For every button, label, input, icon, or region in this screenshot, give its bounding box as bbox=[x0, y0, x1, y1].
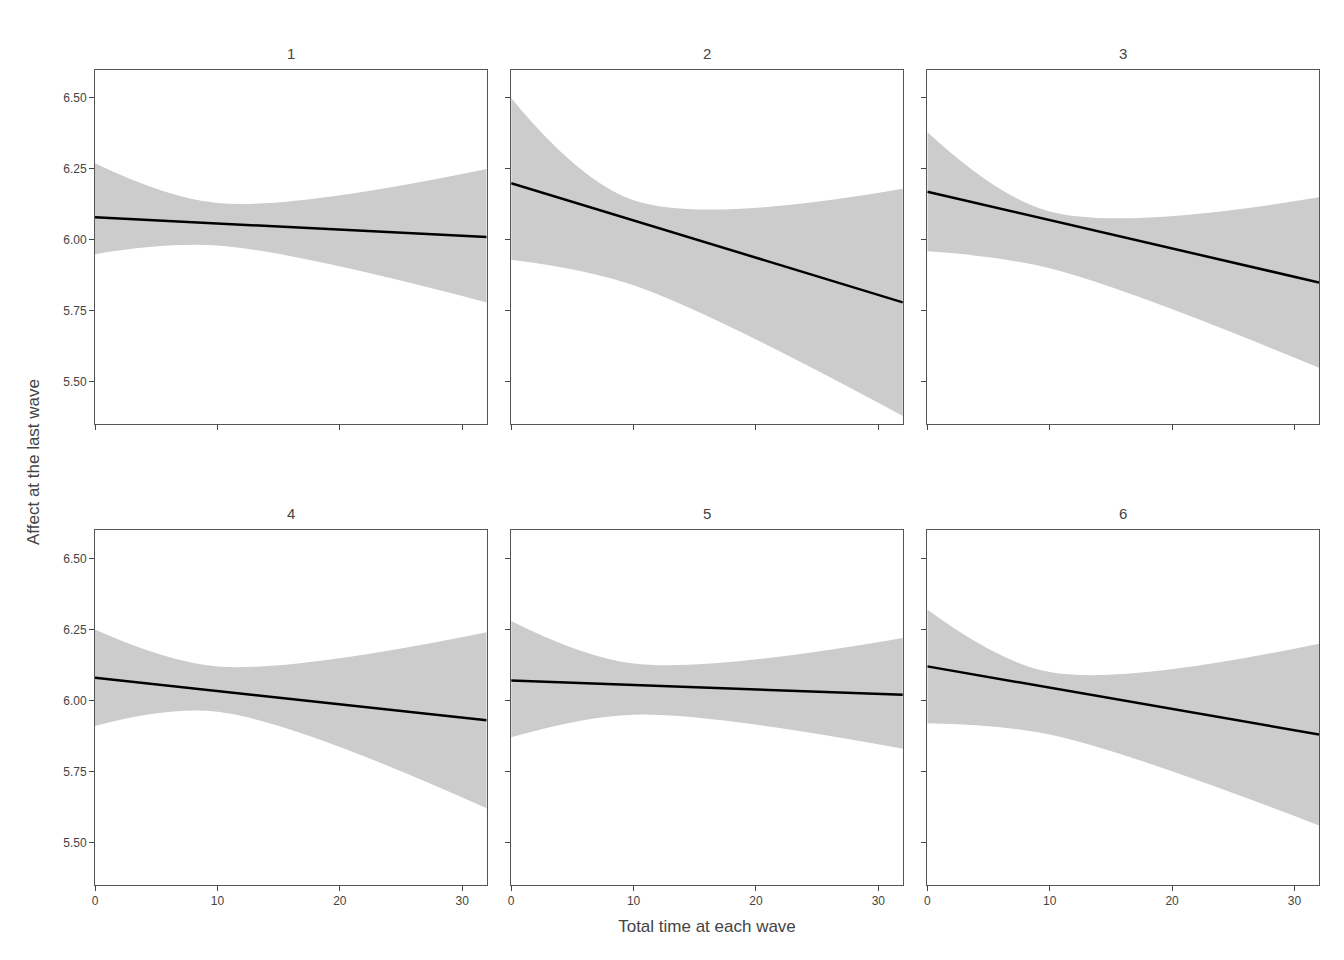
svg-text:5: 5 bbox=[703, 505, 711, 522]
svg-text:20: 20 bbox=[333, 894, 347, 908]
svg-text:20: 20 bbox=[749, 894, 763, 908]
svg-text:Affect at the last wave: Affect at the last wave bbox=[24, 379, 43, 545]
svg-text:2: 2 bbox=[703, 45, 711, 62]
svg-text:10: 10 bbox=[627, 894, 641, 908]
svg-text:3: 3 bbox=[1119, 45, 1127, 62]
svg-text:5.75: 5.75 bbox=[63, 304, 87, 318]
svg-text:6: 6 bbox=[1119, 505, 1127, 522]
svg-text:0: 0 bbox=[508, 894, 515, 908]
svg-text:6.00: 6.00 bbox=[63, 233, 87, 247]
svg-text:10: 10 bbox=[1043, 894, 1057, 908]
svg-text:5.75: 5.75 bbox=[63, 765, 87, 779]
svg-text:Total time at each wave: Total time at each wave bbox=[618, 917, 796, 936]
svg-text:1: 1 bbox=[287, 45, 295, 62]
svg-text:6.25: 6.25 bbox=[63, 623, 87, 637]
svg-text:20: 20 bbox=[1165, 894, 1179, 908]
svg-text:6.00: 6.00 bbox=[63, 694, 87, 708]
svg-text:10: 10 bbox=[211, 894, 225, 908]
svg-text:5.50: 5.50 bbox=[63, 836, 87, 850]
svg-text:6.50: 6.50 bbox=[63, 91, 87, 105]
svg-text:5.50: 5.50 bbox=[63, 375, 87, 389]
svg-text:30: 30 bbox=[872, 894, 886, 908]
svg-text:30: 30 bbox=[456, 894, 470, 908]
svg-text:0: 0 bbox=[92, 894, 99, 908]
svg-text:0: 0 bbox=[924, 894, 931, 908]
svg-text:30: 30 bbox=[1288, 894, 1302, 908]
svg-text:6.25: 6.25 bbox=[63, 162, 87, 176]
svg-text:4: 4 bbox=[287, 505, 295, 522]
svg-text:6.50: 6.50 bbox=[63, 552, 87, 566]
